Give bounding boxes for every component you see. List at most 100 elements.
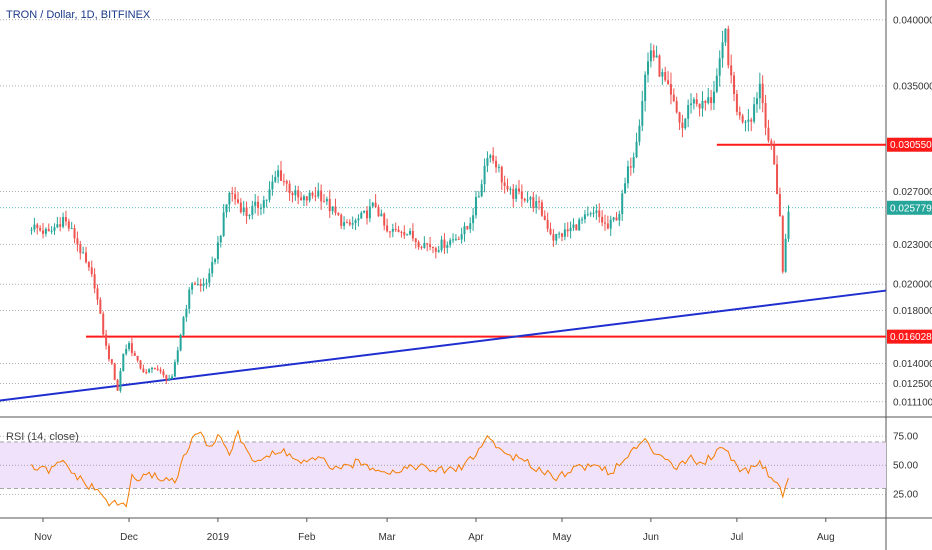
candle [208, 268, 211, 288]
candle [334, 198, 337, 216]
time-tick-label: Dec [120, 532, 138, 543]
time-tick-label: 2019 [207, 532, 230, 543]
time-tick-label: Jul [731, 532, 744, 543]
candle [105, 329, 108, 350]
candle [454, 234, 457, 242]
candle [168, 374, 171, 382]
candle [113, 362, 116, 381]
candle [317, 182, 320, 199]
candle [595, 204, 598, 220]
candle [99, 297, 102, 314]
candle [205, 278, 208, 289]
candle [495, 155, 498, 173]
candle [36, 223, 39, 235]
candle [483, 158, 486, 193]
price-tick-label: 0.035000 [893, 81, 932, 92]
candle [529, 196, 532, 208]
candle [354, 218, 357, 231]
candle [606, 215, 609, 230]
candle [572, 218, 575, 232]
candle [744, 119, 747, 132]
trendline[interactable] [0, 289, 887, 402]
candle [727, 25, 730, 69]
candle [437, 245, 440, 253]
candle [414, 237, 417, 249]
candle [698, 103, 701, 117]
candle [340, 213, 343, 229]
candle [615, 212, 618, 221]
candle [388, 231, 391, 238]
rsi-tick-label: 50.00 [893, 461, 918, 472]
candle [609, 215, 612, 237]
candle [446, 241, 449, 254]
candle [672, 88, 675, 103]
candle [139, 359, 142, 370]
candle [348, 219, 351, 227]
time-tick-label: Mar [378, 532, 396, 543]
candle [695, 93, 698, 107]
candle [523, 197, 526, 203]
price-tick-label: 0.012500 [893, 379, 932, 390]
candle [85, 246, 88, 264]
candle [234, 187, 237, 205]
candle [773, 140, 776, 165]
candle [558, 231, 561, 239]
candle [434, 246, 437, 259]
candle [254, 194, 257, 214]
candle [526, 191, 529, 203]
candle [343, 216, 346, 230]
candle [228, 191, 231, 213]
candle [70, 221, 73, 230]
candle [652, 44, 655, 62]
time-tick-label: Nov [34, 532, 52, 543]
candle [497, 163, 500, 173]
candle [466, 225, 469, 231]
candle [555, 233, 558, 245]
candle [420, 245, 423, 250]
candle [53, 223, 56, 235]
candle [196, 277, 199, 286]
price-badge-label: 0.025779 [890, 203, 932, 214]
candle [145, 369, 148, 375]
candle [325, 196, 328, 206]
candle [641, 90, 644, 132]
candle [202, 277, 205, 292]
candle [629, 157, 632, 176]
rsi-tick-label: 75.00 [893, 432, 918, 443]
candle [517, 180, 520, 195]
candle [618, 210, 621, 227]
candle [394, 222, 397, 232]
candle [543, 210, 546, 221]
candle [710, 89, 713, 111]
candle [171, 374, 174, 380]
candle [406, 233, 409, 236]
candle [251, 200, 254, 220]
price-label-badge [887, 137, 932, 152]
rsi-line [31, 429, 789, 508]
candle [328, 190, 331, 218]
candle [784, 233, 787, 273]
candle [236, 191, 239, 205]
candle [245, 201, 248, 224]
candle [214, 257, 217, 265]
candle [509, 186, 512, 195]
candle [116, 378, 119, 391]
candle [153, 367, 156, 370]
candle [279, 160, 283, 182]
candle [675, 96, 678, 114]
candle [515, 184, 518, 202]
candle [156, 365, 159, 371]
candle [738, 106, 741, 120]
candle [162, 369, 165, 378]
candle [429, 236, 432, 251]
candle [182, 316, 185, 337]
price-badge-label: 0.016028 [890, 332, 932, 343]
price-tick-label: 0.011100 [893, 397, 932, 408]
candle [400, 230, 403, 238]
candle [277, 165, 280, 184]
candle [179, 333, 182, 352]
candle [165, 374, 168, 385]
candle [581, 216, 584, 225]
candle [122, 353, 125, 372]
